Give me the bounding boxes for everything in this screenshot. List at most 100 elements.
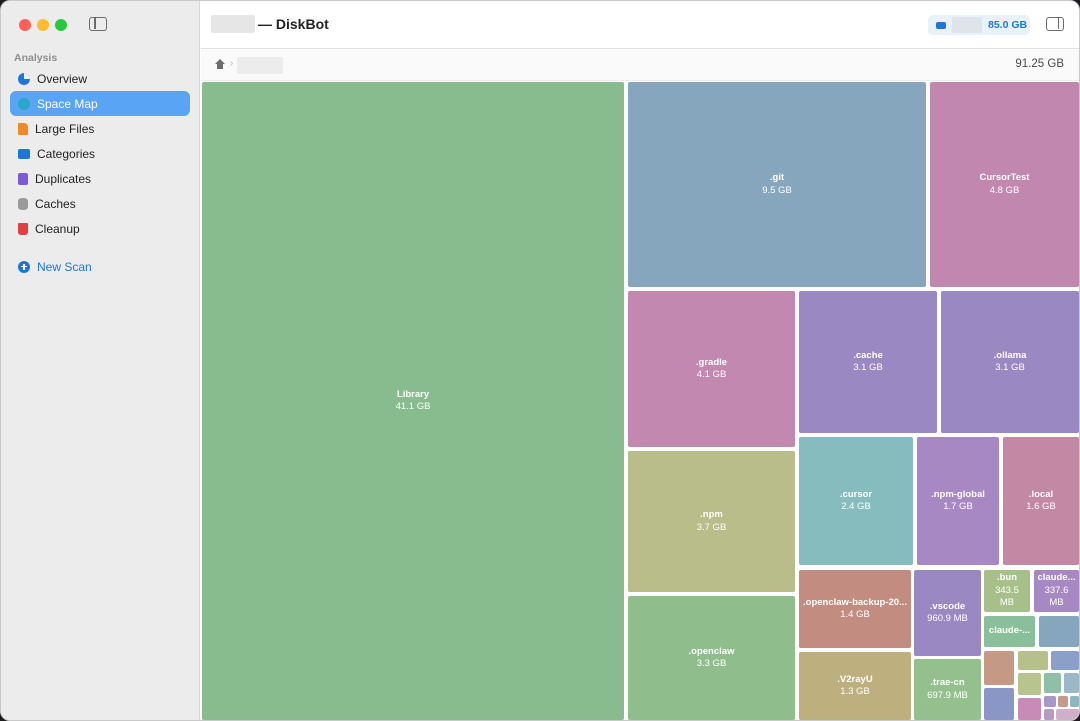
treemap-tile-small[interactable] (984, 688, 1014, 720)
treemap-tile-vscode[interactable]: .vscode 960.9 MB (914, 570, 981, 656)
pie-chart-icon (18, 72, 30, 85)
treemap-tile-trae-cn[interactable]: .trae-cn 697.9 MB (914, 659, 981, 720)
sidebar-item-label: Caches (35, 196, 76, 211)
treemap-tile-git[interactable]: .git 9.5 GB (628, 82, 926, 287)
treemap-tile-claude-2[interactable]: claude-... (984, 616, 1035, 647)
treemap-tile-small[interactable] (1039, 616, 1079, 647)
tile-name: .cursor (839, 488, 873, 500)
tile-size: 3.1 GB (853, 362, 883, 373)
treemap-tile-small[interactable] (1018, 698, 1041, 720)
treemap-tile-bun[interactable]: .bun 343.5 MB (984, 570, 1030, 612)
tile-name: claude-... (988, 625, 1031, 637)
tile-name: .gradle (695, 356, 728, 368)
tile-size: 4.1 GB (696, 369, 727, 380)
sidebar-item-overview[interactable]: Overview (10, 66, 190, 91)
tile-name: .vscode (929, 600, 966, 612)
disk-icon (936, 21, 946, 29)
treemap-tile-small[interactable] (1056, 709, 1079, 720)
treemap-tile-npm[interactable]: .npm 3.7 GB (628, 451, 795, 592)
sidebar-item-label: Space Map (37, 96, 98, 111)
tile-size: 1.7 GB (943, 501, 973, 512)
space-map-icon (18, 97, 30, 110)
tile-name: .ollama (993, 349, 1027, 361)
treemap-tile-small[interactable] (1044, 696, 1056, 707)
treemap-tile-local[interactable]: .local 1.6 GB (1003, 437, 1079, 565)
tile-size: 337.6 MB (1044, 584, 1069, 609)
tile-size: 3.3 GB (696, 658, 727, 669)
tile-size: 2.4 GB (841, 501, 871, 512)
space-treemap: Library 41.1 GB .git 9.5 GB CursorTest 4… (201, 81, 1079, 720)
treemap-tile-cursor[interactable]: .cursor 2.4 GB (799, 437, 913, 565)
window-title: — DiskBot (211, 15, 329, 33)
sidebar-item-large-files[interactable]: Large Files (10, 116, 190, 141)
treemap-tile-small[interactable] (984, 651, 1014, 685)
breadcrumb: › 91.25 GB (201, 49, 1079, 81)
treemap-tile-small[interactable] (1018, 651, 1048, 670)
treemap-tile-openclaw[interactable]: .openclaw 3.3 GB (628, 596, 795, 720)
sidebar-item-space-map[interactable]: Space Map (10, 91, 190, 116)
trash-icon (18, 222, 28, 235)
sidebar-item-caches[interactable]: Caches (10, 191, 190, 216)
tile-name: .local (1028, 488, 1054, 500)
treemap-tile-small[interactable] (1064, 673, 1079, 693)
tile-size: 3.1 GB (995, 362, 1025, 373)
tile-size: 4.8 GB (989, 184, 1020, 196)
treemap-tile-gradle[interactable]: .gradle 4.1 GB (628, 291, 795, 447)
sidebar-item-categories[interactable]: Categories (10, 141, 190, 166)
treemap-tile-small[interactable] (1044, 673, 1061, 693)
sidebar-item-label: Duplicates (35, 171, 92, 186)
inspector-toggle-icon[interactable] (1046, 17, 1064, 31)
treemap-tile-cursortest[interactable]: CursorTest 4.8 GB (930, 82, 1079, 287)
sidebar-toggle-icon[interactable] (89, 17, 107, 31)
tile-size: 3.7 GB (696, 521, 727, 533)
new-scan-label: New Scan (37, 259, 92, 274)
sidebar-item-label: Overview (37, 71, 88, 86)
treemap-tile-small[interactable] (1051, 651, 1079, 670)
treemap-tile-claude-1[interactable]: claude... 337.6 MB (1034, 570, 1079, 612)
tile-name: CursorTest (979, 172, 1030, 183)
sidebar-item-label: Large Files (35, 121, 95, 136)
tile-name: .openclaw (688, 645, 735, 657)
sidebar-item-duplicates[interactable]: Duplicates (10, 166, 190, 191)
zoom-window-button[interactable] (55, 19, 67, 31)
new-scan-button[interactable]: New Scan (18, 254, 92, 279)
document-icon (18, 122, 28, 135)
treemap-tile-npm-global[interactable]: .npm-global 1.7 GB (917, 437, 999, 565)
tile-size: 697.9 MB (927, 689, 968, 701)
redacted-folder-name (211, 15, 255, 33)
minimize-window-button[interactable] (37, 19, 49, 31)
treemap-tile-small[interactable] (1018, 673, 1041, 695)
treemap-tile-small[interactable] (1058, 696, 1068, 707)
tile-size: 41.1 GB (395, 401, 431, 412)
tile-name: .openclaw-backup-20... (803, 596, 907, 608)
duplicate-documents-icon (18, 172, 28, 185)
disk-free-badge[interactable]: 85.0 GB (928, 15, 1030, 35)
total-size-label: 91.25 GB (1015, 58, 1064, 70)
tile-name: .trae-cn (930, 677, 965, 688)
plus-circle-icon (18, 260, 30, 273)
treemap-tile-openclaw-backup[interactable]: .openclaw-backup-20... 1.4 GB (799, 570, 911, 648)
home-icon[interactable] (215, 59, 225, 69)
tile-name: .npm-global (931, 488, 985, 500)
sidebar-item-label: Cleanup (35, 221, 80, 236)
treemap-tile-small[interactable] (1044, 709, 1054, 720)
tile-size: 9.5 GB (762, 184, 792, 196)
tile-size: 1.4 GB (840, 609, 870, 620)
title-bar: — DiskBot 85.0 GB (201, 1, 1079, 49)
treemap-tile-ollama[interactable]: .ollama 3.1 GB (941, 291, 1079, 433)
tile-name: .cache (853, 349, 883, 361)
tile-size: 1.6 GB (1026, 501, 1056, 512)
treemap-tile-library[interactable]: Library 41.1 GB (202, 82, 624, 720)
treemap-tile-v2rayu[interactable]: .V2rayU 1.3 GB (799, 652, 911, 720)
treemap-tile-cache[interactable]: .cache 3.1 GB (799, 291, 937, 433)
close-window-button[interactable] (19, 19, 31, 31)
sidebar-item-label: Categories (37, 146, 96, 161)
sidebar-item-cleanup[interactable]: Cleanup (10, 216, 190, 241)
redacted-path-segment[interactable] (237, 57, 283, 74)
tile-size: 960.9 MB (927, 613, 968, 624)
tile-name: .git (769, 172, 785, 183)
treemap-tile-small[interactable] (1070, 696, 1079, 707)
tile-name: Library (396, 388, 430, 400)
chevron-right-icon: › (230, 58, 234, 69)
